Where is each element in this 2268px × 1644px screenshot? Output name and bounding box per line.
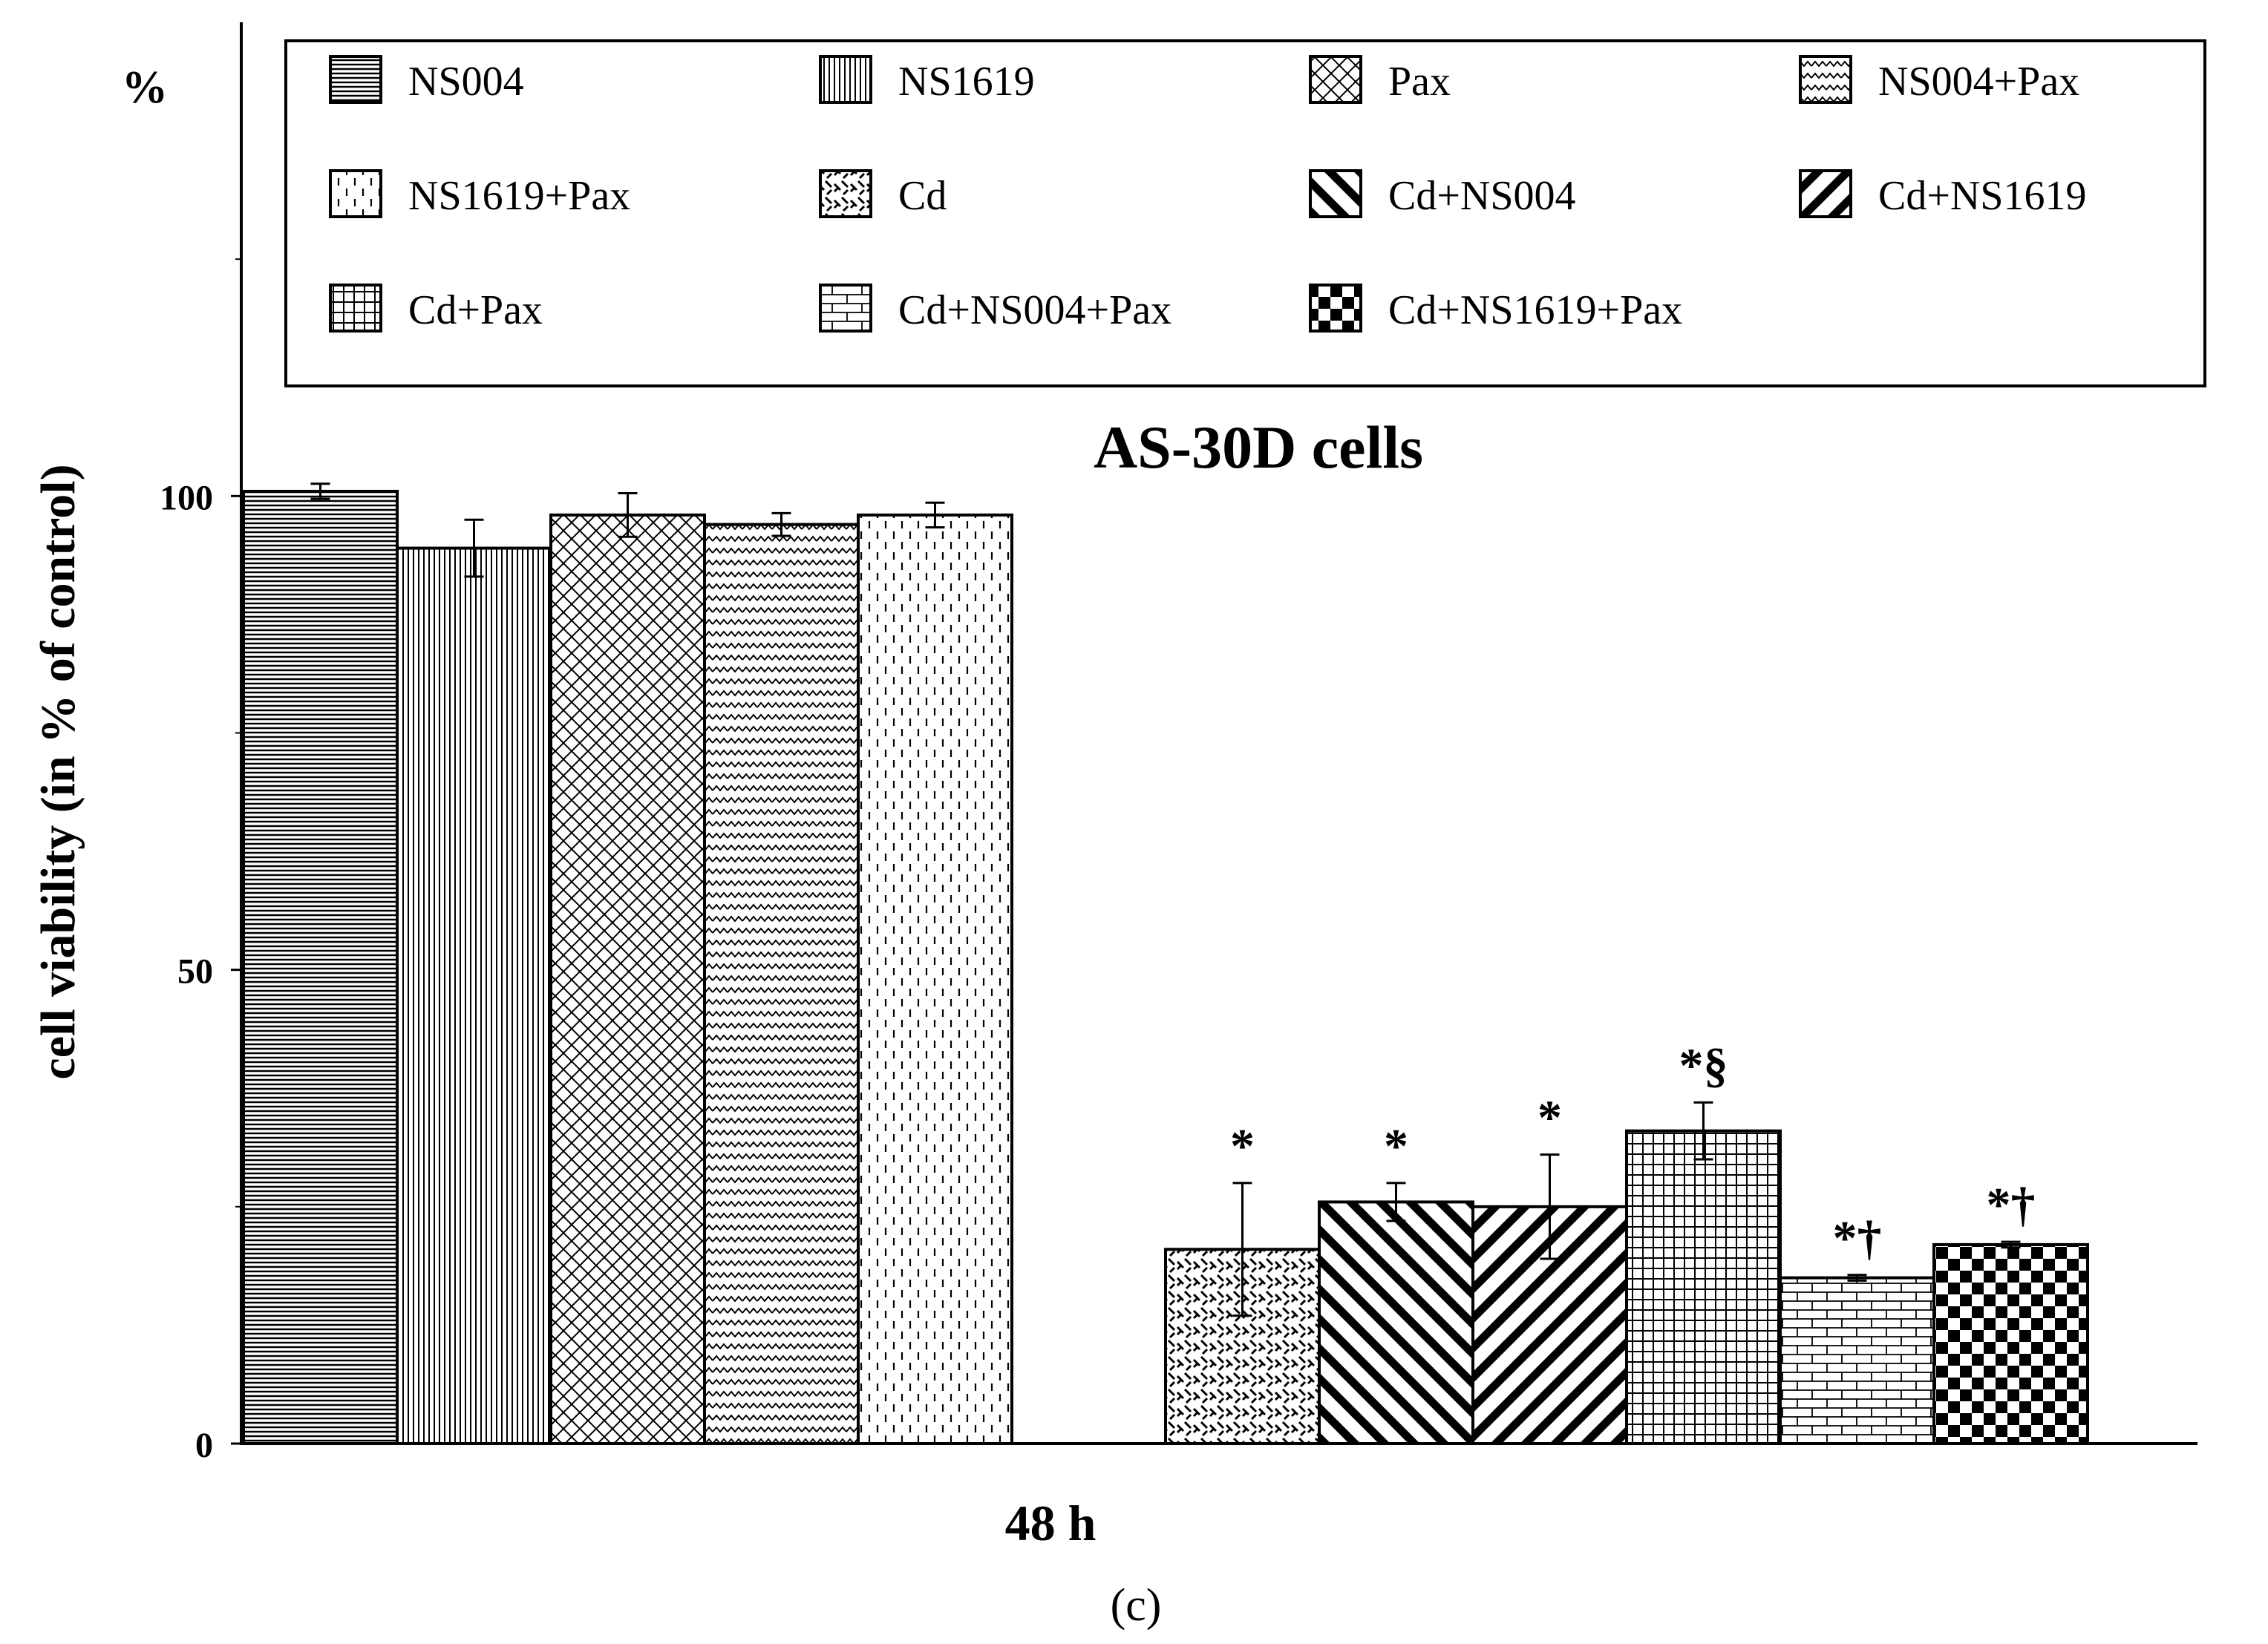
legend-box [284, 39, 2206, 387]
bar-annotation-8: *§ [1679, 1038, 1728, 1093]
legend-swatch-5 [819, 169, 872, 218]
legend-label-4: NS1619+Pax [408, 173, 630, 219]
legend-swatch-4 [329, 169, 382, 218]
bars: * * * *§ *† *† [242, 482, 2089, 1446]
chart-title: AS-30D cells [1094, 413, 1423, 481]
bar-annotation-5: * [1230, 1119, 1255, 1173]
legend-label-8: Cd+Pax [408, 287, 543, 333]
bar-annotation-7: * [1537, 1091, 1562, 1145]
y-tick-label-0: 0 [195, 1426, 213, 1465]
legend-label-6: Cd+NS004 [1388, 173, 1576, 219]
bar-9 [1779, 1276, 1935, 1446]
legend: NS004 NS1619 Pax NS004+Pax NS1619+Pax Cd Cd+NS… [329, 55, 2087, 333]
figure-caption: (c) [1111, 1580, 1162, 1631]
bar-6 [1318, 1200, 1474, 1445]
legend-label-5: Cd [898, 173, 947, 219]
legend-label-2: Pax [1388, 59, 1451, 105]
y-axis-label: cell viability (in % of control) [31, 464, 85, 1079]
y-tick-label-1: 50 [177, 952, 213, 992]
bar-annotation-10: *† [1987, 1178, 2036, 1232]
legend-swatch-3 [1799, 55, 1852, 104]
legend-label-1: NS1619 [898, 59, 1035, 105]
legend-swatch-2 [1309, 55, 1362, 104]
legend-swatch-1 [819, 55, 872, 104]
y-unit: % [122, 62, 168, 113]
legend-swatch-10 [1309, 284, 1362, 333]
bar-annotation-6: * [1384, 1119, 1408, 1173]
bar-1 [396, 546, 552, 1445]
legend-label-3: NS004+Pax [1878, 59, 2079, 105]
bar-3 [703, 523, 860, 1446]
legend-label-10: Cd+NS1619+Pax [1388, 287, 1682, 333]
bar-10 [1932, 1242, 2089, 1446]
legend-swatch-6 [1309, 169, 1362, 218]
y-tick-label-2: 100 [160, 478, 213, 517]
legend-swatch-9 [819, 284, 872, 333]
legend-swatch-8 [329, 284, 382, 333]
legend-swatch-0 [329, 55, 382, 104]
legend-label-7: Cd+NS1619 [1878, 173, 2087, 219]
bar-2 [549, 513, 706, 1445]
legend-label-0: NS004 [408, 59, 524, 105]
bar-0 [242, 489, 399, 1446]
legend-swatch-7 [1799, 169, 1852, 218]
bar-4 [857, 513, 1013, 1445]
bar-annotation-9: *† [1833, 1211, 1882, 1265]
legend-label-9: Cd+NS004+Pax [898, 287, 1171, 333]
y-ticks: 0 50 100 [160, 258, 241, 1465]
bar-8 [1625, 1129, 1782, 1445]
x-axis-label: 48 h [1005, 1495, 1097, 1551]
